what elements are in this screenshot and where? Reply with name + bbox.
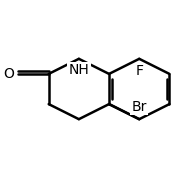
Text: O: O	[3, 67, 14, 81]
Text: F: F	[135, 64, 143, 78]
Text: NH: NH	[68, 63, 89, 77]
Text: Br: Br	[132, 100, 147, 114]
